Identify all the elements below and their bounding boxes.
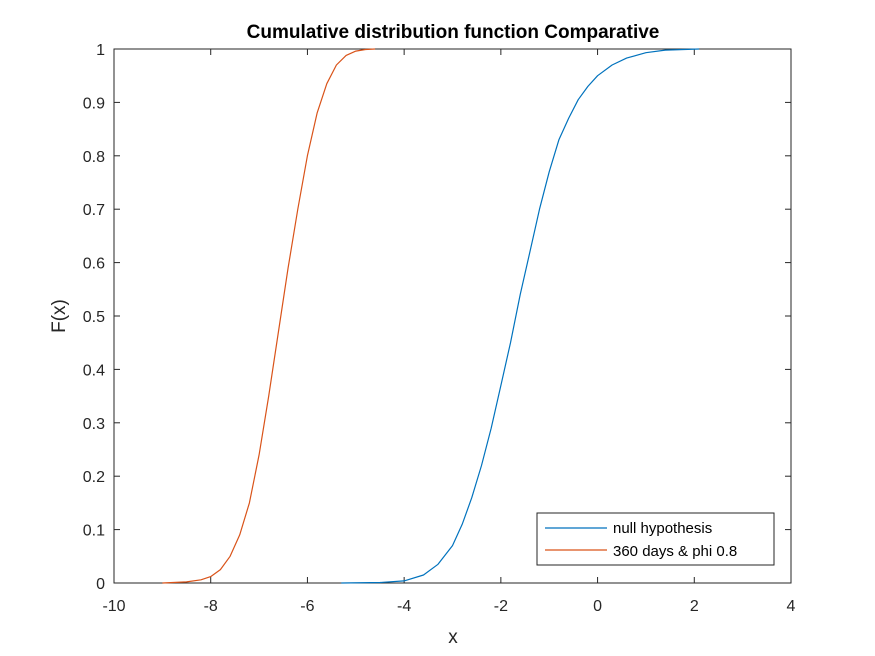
x-tick-label: 4 (787, 598, 796, 615)
y-tick-label: 0.2 (83, 469, 105, 486)
x-tick-label: -4 (397, 598, 411, 615)
y-tick-label: 0.7 (83, 202, 105, 219)
x-tick-label: -6 (300, 598, 314, 615)
series-line-1 (162, 48, 376, 584)
series-layer (162, 48, 700, 584)
legend-box (536, 512, 775, 566)
plot-area (113, 48, 792, 584)
x-tick-label: -8 (204, 598, 218, 615)
y-tick-label: 0.4 (83, 362, 105, 379)
x-tick-label: 2 (690, 598, 699, 615)
x-axis-label: x (448, 627, 458, 648)
legend: null hypothesis 360 days & phi 0.8 (536, 512, 775, 566)
axes-box (113, 48, 792, 584)
x-axis: -10 -8 -6 -4 -2 0 2 4 (102, 49, 796, 615)
x-tick-label: 0 (593, 598, 602, 615)
chart-title: Cumulative distribution function Compara… (247, 22, 660, 43)
y-axis: 0 0.1 0.2 0.3 0.4 0.5 0.6 0.7 0.8 0.9 1 (83, 42, 791, 593)
legend-label-null-hypothesis: null hypothesis (613, 520, 712, 537)
y-tick-label: 1 (96, 42, 105, 59)
y-tick-label: 0.9 (83, 95, 105, 112)
legend-label-360-days: 360 days & phi 0.8 (613, 543, 737, 560)
x-tick-label: -2 (494, 598, 508, 615)
y-tick-label: 0.5 (83, 309, 105, 326)
x-tick-label: -10 (102, 598, 125, 615)
y-axis-label: F(x) (49, 299, 70, 333)
y-tick-label: 0.8 (83, 149, 105, 166)
y-tick-label: 0 (96, 576, 105, 593)
y-tick-label: 0.3 (83, 416, 105, 433)
series-line-0 (341, 48, 700, 584)
y-tick-label: 0.6 (83, 256, 105, 273)
y-tick-label: 0.1 (83, 523, 105, 540)
